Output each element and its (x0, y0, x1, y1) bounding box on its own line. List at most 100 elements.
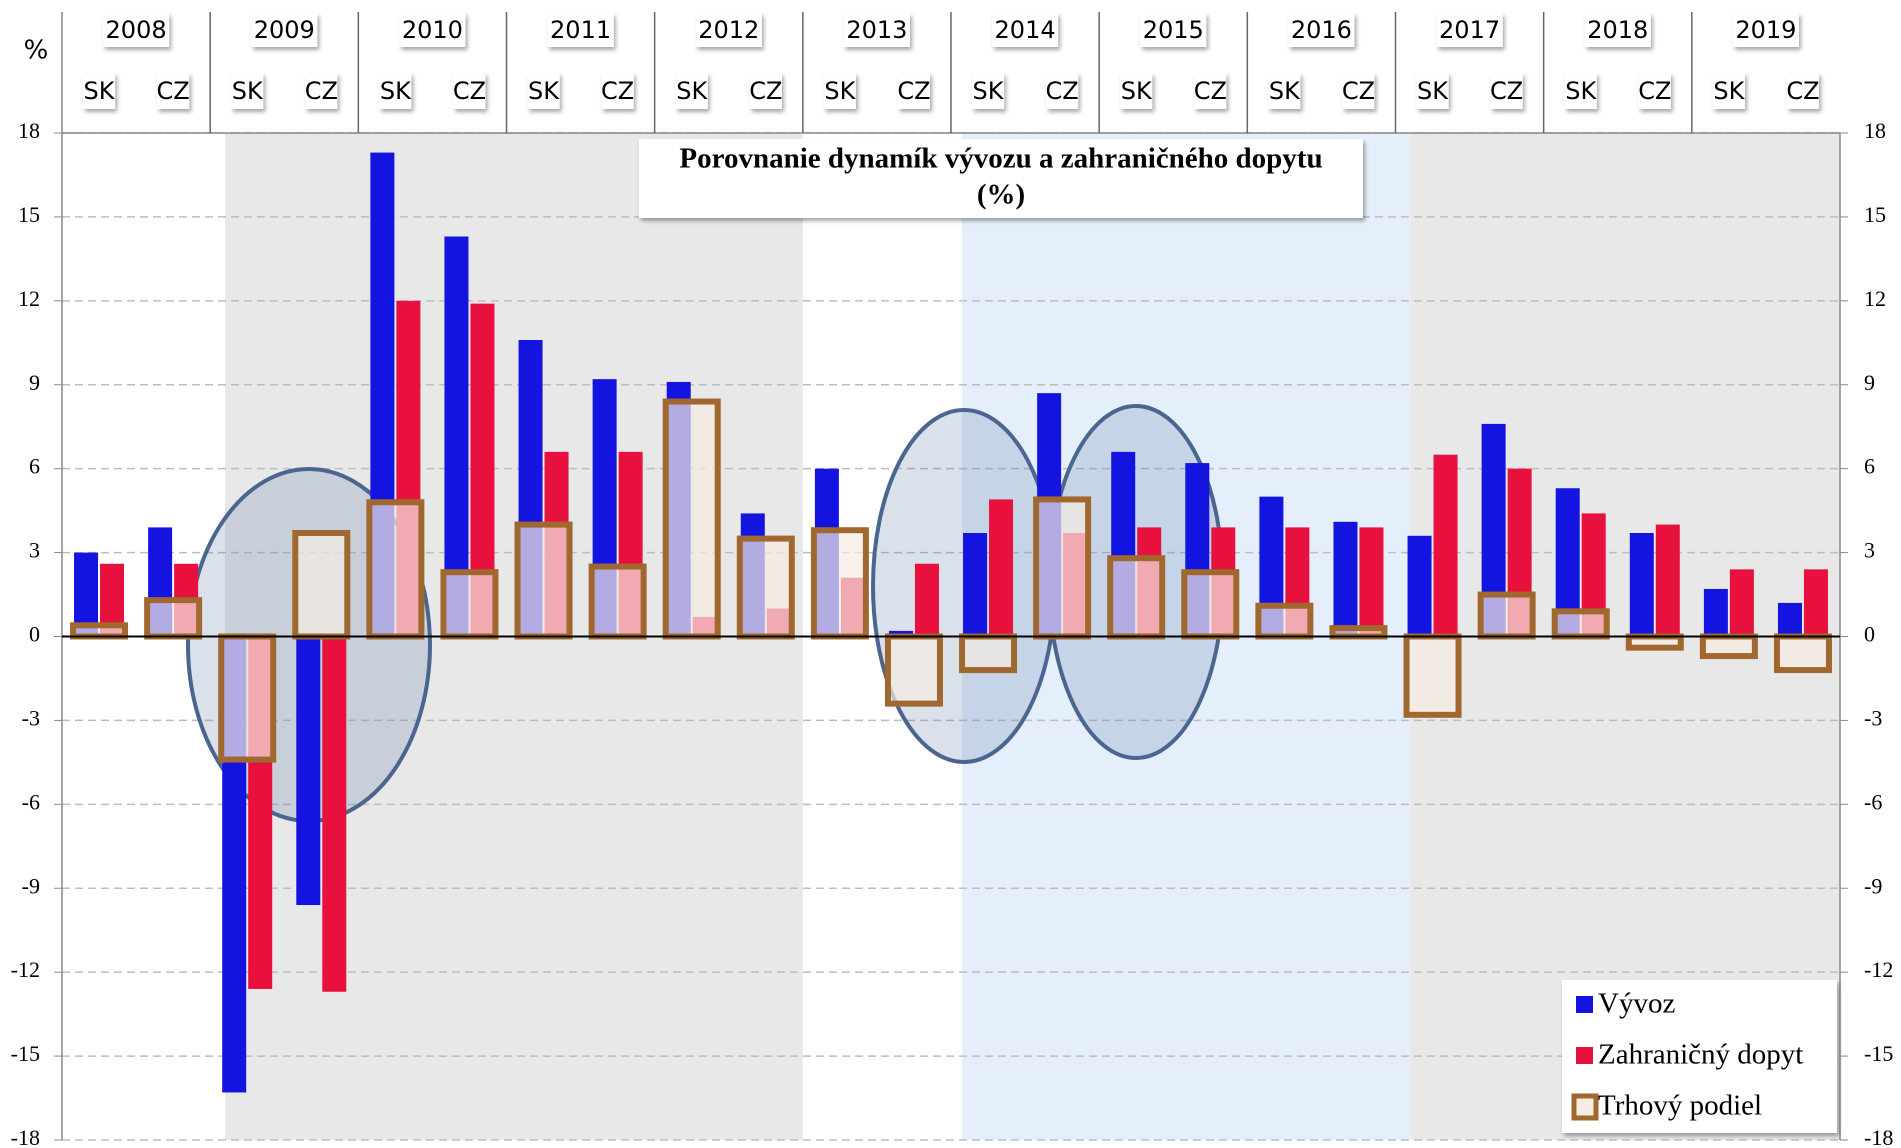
share-box (1033, 496, 1092, 640)
x-tick-label-box (749, 73, 782, 109)
x-tick-label-box (1194, 73, 1227, 109)
x-tick-label: CZ (601, 77, 634, 105)
share-box (144, 597, 203, 640)
x-tick-label: SK (84, 77, 116, 105)
y-tick-label: -9 (22, 873, 40, 898)
legend-marker (1576, 996, 1593, 1013)
chart-subtitle: (%) (977, 179, 1025, 211)
x-tick-label: SK (1565, 77, 1597, 105)
group-label: 2017 (1439, 16, 1500, 44)
x-tick-label-box (305, 73, 338, 109)
share-box (884, 633, 943, 707)
share-box (1107, 555, 1166, 640)
x-tick-label: CZ (157, 77, 190, 105)
share-box (218, 633, 277, 763)
group-label-box (1288, 13, 1355, 47)
x-tick-label-box (83, 73, 116, 109)
x-tick-label: SK (380, 77, 412, 105)
x-tick-label-box (157, 73, 190, 109)
share-box (1551, 608, 1610, 640)
share-box (292, 530, 351, 640)
y-tick-label: 0 (29, 622, 40, 647)
group-label-box (1436, 13, 1503, 47)
x-tick-label-box (1342, 73, 1375, 109)
bar (1407, 535, 1432, 637)
x-tick-label: CZ (1786, 77, 1819, 105)
y-tick-label-right: 18 (1864, 118, 1886, 143)
bar (1777, 602, 1802, 637)
y-tick-label-right: -3 (1864, 705, 1882, 730)
y-tick-label: 9 (29, 370, 40, 395)
legend-label: Trhový podiel (1598, 1090, 1762, 1122)
y-tick-label: 15 (18, 202, 40, 227)
share-box (1329, 625, 1388, 640)
share-box (1181, 569, 1240, 640)
legend-marker (1571, 1093, 1599, 1121)
y-tick-label-right: 3 (1864, 538, 1875, 563)
x-tick-label-box (453, 73, 486, 109)
share-box (959, 633, 1018, 674)
bar (1359, 527, 1384, 637)
group-label-box (695, 13, 762, 47)
y-tick-label-right: -18 (1864, 1125, 1893, 1148)
y-tick-label-right: 15 (1864, 202, 1886, 227)
bar (1433, 454, 1458, 637)
y-tick-label-right: -9 (1864, 873, 1882, 898)
y-tick-label-right: 12 (1864, 286, 1886, 311)
share-box (1477, 591, 1536, 640)
share-box (1773, 633, 1832, 674)
x-tick-label-box (897, 73, 930, 109)
y-tick-label: -6 (22, 789, 40, 814)
bar (963, 533, 988, 637)
legend-box (1562, 980, 1837, 1133)
y-tick-label: 6 (29, 454, 40, 479)
group-label-box (1584, 13, 1651, 47)
x-tick-label-box (1120, 73, 1153, 109)
x-tick-label-box (1416, 73, 1449, 109)
x-tick-label: CZ (1046, 77, 1079, 105)
group-label: 2014 (995, 16, 1056, 44)
bar (1729, 569, 1754, 637)
bar (1703, 588, 1728, 637)
x-tick-label-box (527, 73, 560, 109)
legend-label: Vývoz (1598, 988, 1675, 1020)
x-tick-label: SK (1121, 77, 1153, 105)
x-tick-label: SK (1713, 77, 1745, 105)
y-tick-label: -3 (22, 705, 40, 730)
share-box (1625, 633, 1684, 651)
group-label-box (1140, 13, 1207, 47)
y-tick-label-right: -12 (1864, 957, 1893, 982)
x-tick-label-box (1786, 73, 1819, 109)
y-tick-label-right: 6 (1864, 454, 1875, 479)
x-tick-label: CZ (749, 77, 782, 105)
x-tick-label: CZ (897, 77, 930, 105)
x-tick-label-box (1638, 73, 1671, 109)
y-tick-label-right: -6 (1864, 789, 1882, 814)
group-label: 2012 (698, 16, 759, 44)
x-tick-label: SK (676, 77, 708, 105)
x-tick-label-box (823, 73, 856, 109)
x-tick-label: SK (1417, 77, 1449, 105)
share-box (1255, 602, 1314, 640)
y-tick-label: -18 (11, 1125, 40, 1148)
share-box (1403, 633, 1462, 718)
group-label: 2013 (846, 16, 907, 44)
group-label: 2010 (402, 16, 463, 44)
group-label-box (103, 13, 170, 47)
x-tick-label: CZ (305, 77, 338, 105)
y-tick-label-right: -15 (1864, 1041, 1893, 1066)
share-box (1699, 633, 1758, 660)
y-tick-label: 3 (29, 538, 40, 563)
x-tick-label: SK (528, 77, 560, 105)
bar (914, 563, 939, 637)
bar (1655, 524, 1680, 637)
group-label-box (843, 13, 910, 47)
share-box (366, 499, 425, 640)
x-tick-label: CZ (1342, 77, 1375, 105)
y-tick-label-right: 9 (1864, 370, 1875, 395)
y-tick-label: 12 (18, 286, 40, 311)
x-tick-label: CZ (1194, 77, 1227, 105)
x-tick-label: SK (824, 77, 856, 105)
x-tick-label-box (231, 73, 264, 109)
